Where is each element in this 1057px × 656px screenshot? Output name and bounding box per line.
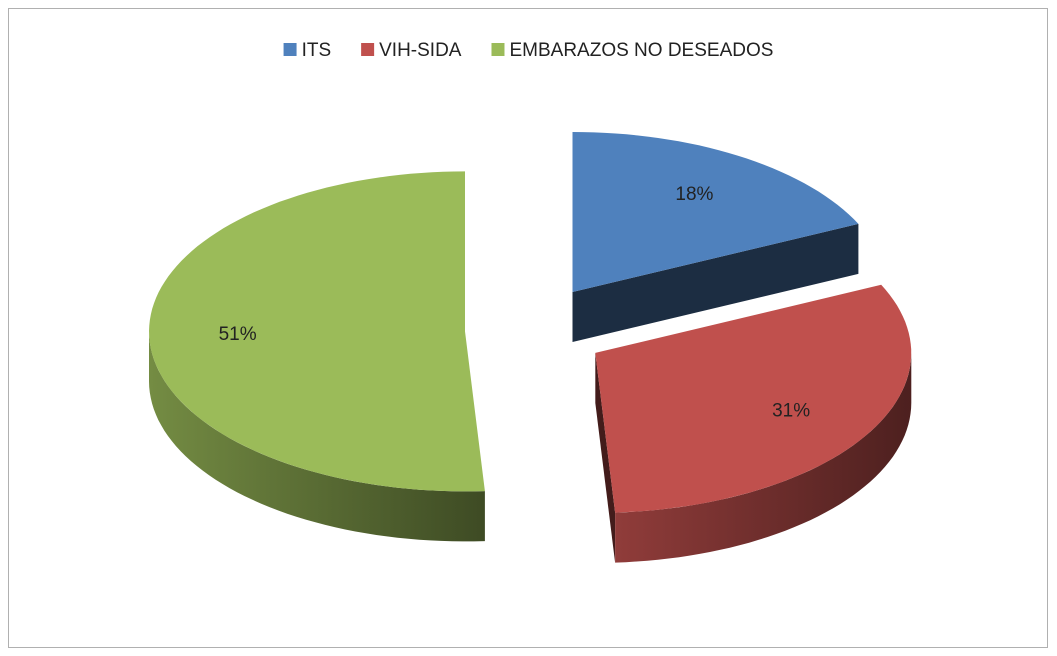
- slice-top: [149, 171, 485, 492]
- legend-item: VIH-SIDA: [361, 40, 462, 61]
- legend-swatch: [491, 43, 505, 56]
- slice-side: [572, 223, 859, 342]
- slice: [149, 171, 485, 542]
- slice-side: [595, 352, 616, 563]
- slice-top: [572, 132, 859, 292]
- slice-top: [595, 284, 912, 513]
- pie: 18% 51% 31%: [149, 132, 912, 563]
- legend-swatch: [361, 43, 375, 56]
- legend-item: EMBARAZOS NO DESEADOS: [491, 40, 773, 61]
- slice: [595, 284, 912, 563]
- slice-edge: [615, 352, 912, 563]
- legend-item: ITS: [283, 40, 332, 61]
- data-label: 18%: [675, 184, 713, 205]
- data-label: 51%: [219, 324, 257, 345]
- legend-swatch: [283, 43, 297, 56]
- slice: [572, 132, 859, 342]
- slice-edge: [149, 331, 485, 542]
- legend: ITS VIH-SIDA EMBARAZOS NO DESEADOS: [283, 40, 773, 61]
- legend-label: VIH-SIDA: [379, 40, 462, 61]
- legend-label: ITS: [302, 40, 332, 61]
- legend-label: EMBARAZOS NO DESEADOS: [509, 40, 773, 61]
- data-label: 31%: [772, 401, 810, 422]
